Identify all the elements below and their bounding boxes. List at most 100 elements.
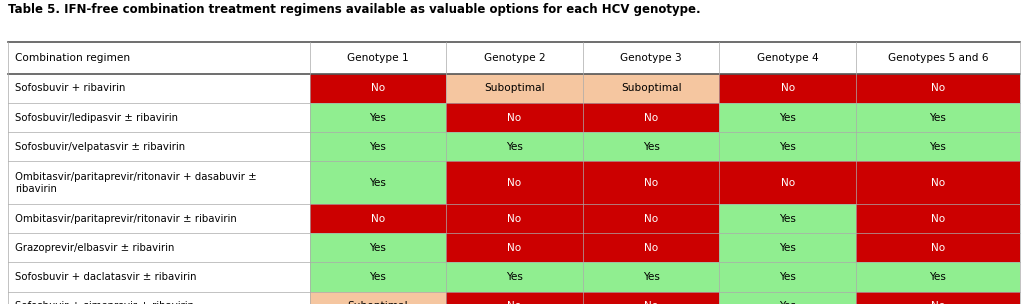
Bar [583, 161, 720, 204]
Bar [720, 292, 856, 304]
Bar [8, 292, 309, 304]
Text: No: No [508, 178, 521, 188]
Bar [583, 292, 720, 304]
Text: Genotypes 5 and 6: Genotypes 5 and 6 [888, 53, 988, 63]
Bar [8, 132, 309, 161]
Text: No: No [644, 214, 658, 223]
Text: Yes: Yes [779, 214, 796, 223]
Bar [583, 204, 720, 233]
Text: Yes: Yes [370, 113, 386, 123]
Text: Sofosbuvir + daclatasvir ± ribavirin: Sofosbuvir + daclatasvir ± ribavirin [15, 272, 197, 282]
Text: No: No [780, 178, 795, 188]
Bar [309, 233, 446, 262]
Text: Yes: Yes [370, 178, 386, 188]
Text: No: No [931, 301, 945, 304]
Text: Yes: Yes [779, 272, 796, 282]
Bar [583, 262, 720, 292]
Bar [583, 103, 720, 132]
Bar [856, 262, 1020, 292]
Text: Genotype 3: Genotype 3 [621, 53, 682, 63]
Text: No: No [644, 243, 658, 253]
Text: Yes: Yes [506, 272, 523, 282]
Text: Yes: Yes [779, 113, 796, 123]
Text: No: No [508, 301, 521, 304]
Bar [8, 262, 309, 292]
Bar [446, 42, 583, 74]
Text: No: No [508, 214, 521, 223]
Bar [8, 204, 309, 233]
Bar [720, 262, 856, 292]
Bar [720, 103, 856, 132]
Bar [309, 204, 446, 233]
Text: Yes: Yes [506, 142, 523, 152]
Text: Grazoprevir/elbasvir ± ribavirin: Grazoprevir/elbasvir ± ribavirin [15, 243, 175, 253]
Text: Sofosbuvir + simeprevir ± ribavirin: Sofosbuvir + simeprevir ± ribavirin [15, 301, 195, 304]
Bar [446, 292, 583, 304]
Text: Genotype 4: Genotype 4 [757, 53, 818, 63]
Text: Yes: Yes [779, 243, 796, 253]
Bar [856, 161, 1020, 204]
Bar [856, 292, 1020, 304]
Text: Combination regimen: Combination regimen [15, 53, 130, 63]
Bar [8, 42, 309, 74]
Bar [8, 74, 309, 103]
Bar [856, 204, 1020, 233]
Text: Suboptimal: Suboptimal [484, 84, 545, 93]
Text: Yes: Yes [643, 142, 659, 152]
Bar [856, 42, 1020, 74]
Text: Table 5. IFN-free combination treatment regimens available as valuable options f: Table 5. IFN-free combination treatment … [8, 3, 700, 16]
Text: No: No [644, 178, 658, 188]
Bar [446, 204, 583, 233]
Text: Ombitasvir/paritaprevir/ritonavir ± ribavirin: Ombitasvir/paritaprevir/ritonavir ± riba… [15, 214, 238, 223]
Text: No: No [371, 84, 385, 93]
Bar [856, 132, 1020, 161]
Text: No: No [508, 113, 521, 123]
Bar [309, 42, 446, 74]
Bar [720, 132, 856, 161]
Text: Ombitasvir/paritaprevir/ritonavir + dasabuvir ±
ribavirin: Ombitasvir/paritaprevir/ritonavir + dasa… [15, 172, 257, 194]
Text: No: No [371, 214, 385, 223]
Text: Yes: Yes [930, 142, 946, 152]
Bar [720, 74, 856, 103]
Bar [856, 74, 1020, 103]
Bar [856, 103, 1020, 132]
Bar [309, 161, 446, 204]
Text: Sofosbuvir/velpatasvir ± ribavirin: Sofosbuvir/velpatasvir ± ribavirin [15, 142, 185, 152]
Bar [583, 132, 720, 161]
Bar [856, 233, 1020, 262]
Text: No: No [644, 113, 658, 123]
Bar [720, 204, 856, 233]
Text: Yes: Yes [930, 113, 946, 123]
Text: Yes: Yes [779, 142, 796, 152]
Text: Yes: Yes [370, 243, 386, 253]
Text: No: No [931, 178, 945, 188]
Text: No: No [644, 301, 658, 304]
Text: Genotype 1: Genotype 1 [347, 53, 409, 63]
Text: Yes: Yes [370, 272, 386, 282]
Bar [583, 233, 720, 262]
Bar [583, 74, 720, 103]
Bar [309, 292, 446, 304]
Bar [8, 161, 309, 204]
Bar [446, 74, 583, 103]
Bar [309, 103, 446, 132]
Text: No: No [931, 84, 945, 93]
Bar [446, 132, 583, 161]
Text: Yes: Yes [643, 272, 659, 282]
Bar [446, 103, 583, 132]
Text: Genotype 2: Genotype 2 [483, 53, 546, 63]
Text: No: No [508, 243, 521, 253]
Text: Yes: Yes [930, 272, 946, 282]
Text: No: No [931, 243, 945, 253]
Text: Sofosbuvir + ribavirin: Sofosbuvir + ribavirin [15, 84, 126, 93]
Text: Suboptimal: Suboptimal [621, 84, 681, 93]
Bar [446, 161, 583, 204]
Bar [446, 233, 583, 262]
Bar [446, 262, 583, 292]
Text: Yes: Yes [779, 301, 796, 304]
Bar [309, 74, 446, 103]
Bar [8, 103, 309, 132]
Bar [720, 161, 856, 204]
Bar [8, 233, 309, 262]
Bar [583, 42, 720, 74]
